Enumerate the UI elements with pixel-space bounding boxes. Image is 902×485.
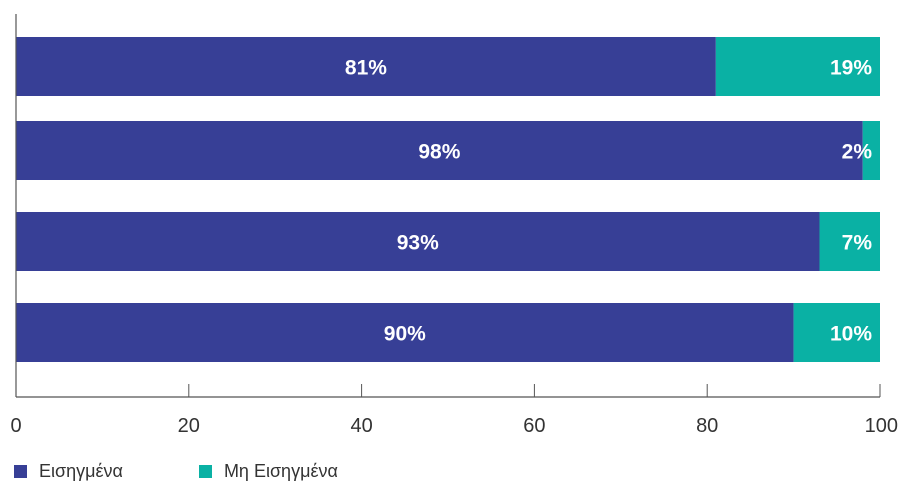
x-tick-label-20: 20	[178, 415, 200, 437]
legend-label-listed: Εισηγμένα	[39, 461, 123, 481]
bar-listed-3	[16, 212, 820, 271]
legend-label-unlisted: Μη Εισηγμένα	[223, 461, 338, 481]
data-label-unlisted-4: 10%	[830, 323, 872, 346]
bar-listed-4	[16, 303, 794, 362]
x-tick-label-100: 100	[865, 415, 898, 437]
legend-item-unlisted: Μη Εισηγμένα	[198, 461, 338, 482]
data-label-listed-3: 93%	[397, 232, 439, 255]
data-label-unlisted-3: 7%	[842, 232, 873, 255]
data-label-unlisted-1: 19%	[830, 57, 872, 80]
legend-swatch-unlisted	[198, 465, 212, 478]
x-tick-label-80: 80	[696, 415, 718, 437]
bar-listed-2	[16, 121, 863, 180]
data-label-unlisted-2: 2%	[842, 141, 873, 164]
bar-unlisted-3	[819, 212, 880, 271]
legend-swatch-listed	[14, 465, 27, 478]
data-label-listed-2: 98%	[418, 141, 460, 164]
bars-group: 81% 19% 98% 2% 93% 7% 90% 10%	[16, 37, 880, 362]
bar-unlisted-4	[793, 303, 880, 362]
bar-listed-1	[16, 37, 716, 96]
legend-item-listed: Εισηγμένα	[14, 461, 123, 482]
bar-unlisted-2	[862, 121, 880, 180]
data-label-listed-4: 90%	[384, 323, 426, 346]
x-axis: 0 20 40 60 80 100	[10, 14, 898, 437]
legend: Εισηγμένα Μη Εισηγμένα	[14, 461, 414, 482]
x-tick-label-40: 40	[350, 415, 372, 437]
x-tick-label-60: 60	[523, 415, 545, 437]
x-tick-label-0: 0	[10, 415, 21, 437]
bar-unlisted-1	[715, 37, 880, 96]
data-label-listed-1: 81%	[345, 57, 387, 80]
